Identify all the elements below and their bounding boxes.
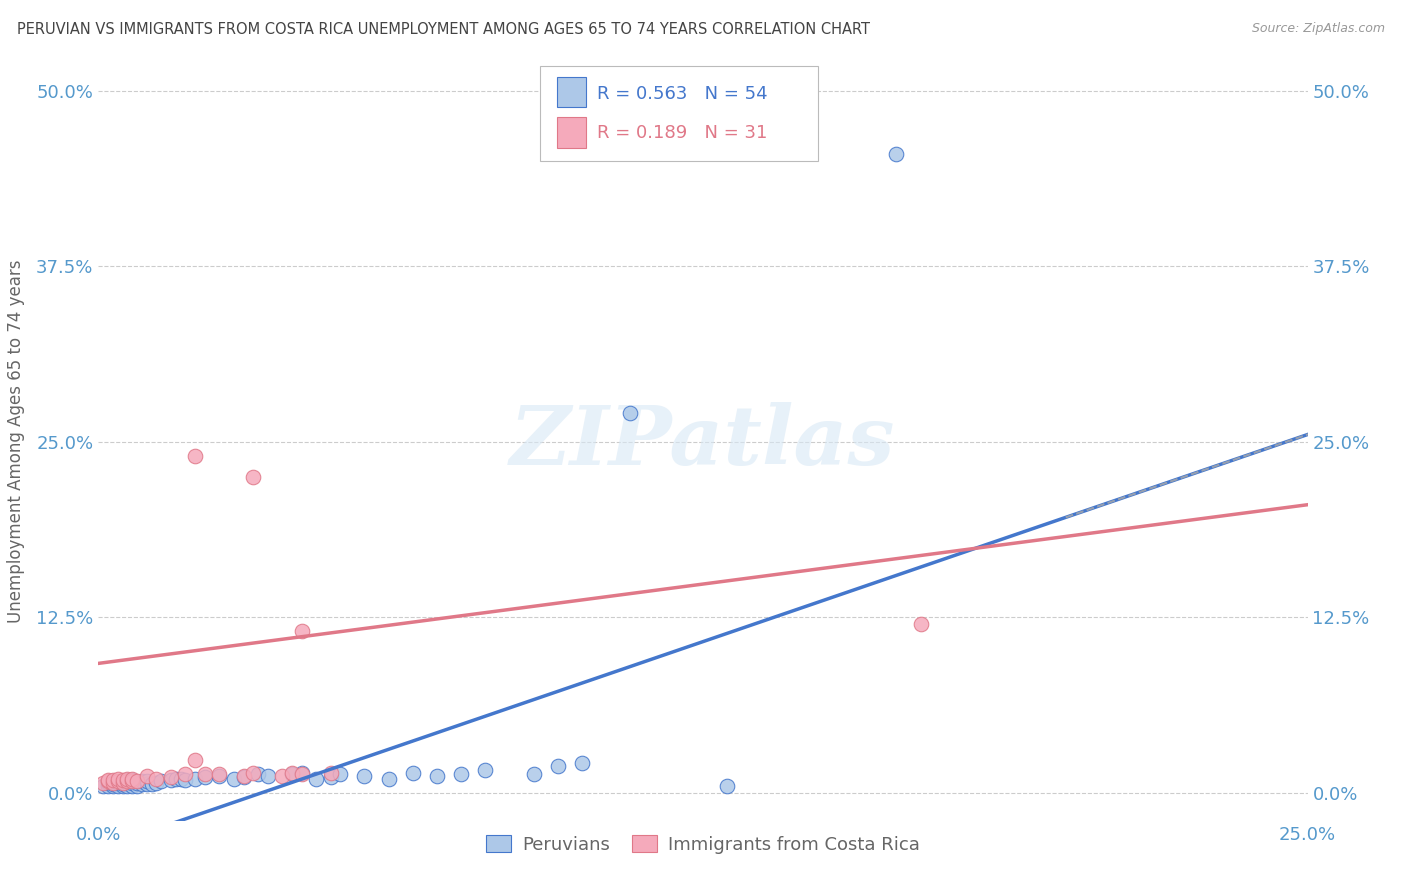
Point	[290, 765, 312, 780]
Point	[619, 407, 641, 421]
Point	[121, 779, 143, 793]
Point	[169, 772, 191, 786]
Point	[141, 777, 163, 791]
Point	[127, 774, 149, 789]
Point	[121, 772, 143, 787]
Legend: Peruvians, Immigrants from Costa Rica: Peruvians, Immigrants from Costa Rica	[479, 828, 927, 861]
Point	[165, 772, 187, 786]
FancyBboxPatch shape	[557, 117, 586, 147]
Point	[150, 774, 173, 789]
Point	[111, 774, 134, 789]
Point	[101, 776, 124, 790]
Text: R = 0.189   N = 31: R = 0.189 N = 31	[596, 124, 766, 142]
Point	[111, 779, 134, 793]
Point	[523, 767, 546, 781]
Point	[329, 767, 352, 781]
Point	[131, 777, 153, 791]
Point	[402, 765, 425, 780]
Text: PERUVIAN VS IMMIGRANTS FROM COSTA RICA UNEMPLOYMENT AMONG AGES 65 TO 74 YEARS CO: PERUVIAN VS IMMIGRANTS FROM COSTA RICA U…	[17, 22, 870, 37]
Point	[160, 772, 183, 787]
Point	[127, 779, 149, 793]
Point	[91, 776, 114, 790]
Point	[101, 777, 124, 791]
Point	[242, 765, 264, 780]
Point	[450, 767, 472, 781]
Point	[111, 777, 134, 791]
Point	[111, 776, 134, 790]
Point	[117, 776, 139, 790]
Point	[305, 772, 328, 786]
Text: R = 0.563   N = 54: R = 0.563 N = 54	[596, 86, 768, 103]
Point	[160, 770, 183, 784]
Point	[184, 772, 207, 786]
Point	[886, 146, 908, 161]
Point	[135, 769, 157, 783]
Point	[184, 753, 207, 767]
Point	[145, 776, 167, 790]
Point	[208, 767, 231, 781]
Point	[121, 774, 143, 789]
Point	[281, 765, 304, 780]
Point	[208, 769, 231, 783]
Point	[232, 770, 254, 784]
Point	[281, 767, 304, 781]
Point	[121, 776, 143, 790]
Point	[145, 772, 167, 786]
Point	[194, 770, 217, 784]
Point	[91, 779, 114, 793]
Point	[117, 772, 139, 787]
Point	[271, 769, 294, 783]
Point	[117, 779, 139, 793]
Point	[107, 772, 129, 786]
FancyBboxPatch shape	[557, 77, 586, 107]
Point	[174, 772, 197, 787]
Point	[222, 772, 245, 786]
Point	[131, 774, 153, 789]
Point	[117, 772, 139, 786]
Point	[101, 772, 124, 787]
Point	[242, 469, 264, 483]
Point	[319, 770, 342, 784]
Point	[101, 774, 124, 789]
Point	[117, 774, 139, 789]
Point	[194, 767, 217, 781]
Point	[353, 769, 375, 783]
Point	[547, 759, 569, 773]
Point	[377, 772, 399, 786]
Point	[107, 776, 129, 790]
Point	[97, 774, 120, 789]
Point	[426, 769, 449, 783]
Point	[101, 779, 124, 793]
Point	[97, 779, 120, 793]
Point	[121, 772, 143, 786]
Point	[247, 767, 270, 781]
Point	[290, 624, 312, 639]
Point	[319, 765, 342, 780]
Point	[910, 617, 932, 632]
Text: ZIPatlas: ZIPatlas	[510, 401, 896, 482]
Point	[97, 776, 120, 790]
Point	[135, 774, 157, 789]
Point	[290, 767, 312, 781]
Point	[174, 767, 197, 781]
Point	[474, 763, 496, 777]
Point	[107, 779, 129, 793]
Point	[107, 774, 129, 789]
Y-axis label: Unemployment Among Ages 65 to 74 years: Unemployment Among Ages 65 to 74 years	[7, 260, 25, 624]
FancyBboxPatch shape	[540, 66, 818, 161]
Point	[716, 779, 738, 793]
Point	[256, 769, 278, 783]
Point	[127, 776, 149, 790]
Point	[135, 777, 157, 791]
Point	[232, 769, 254, 783]
Text: Source: ZipAtlas.com: Source: ZipAtlas.com	[1251, 22, 1385, 36]
Point	[111, 772, 134, 787]
Point	[184, 449, 207, 463]
Point	[97, 772, 120, 787]
Point	[571, 756, 593, 770]
